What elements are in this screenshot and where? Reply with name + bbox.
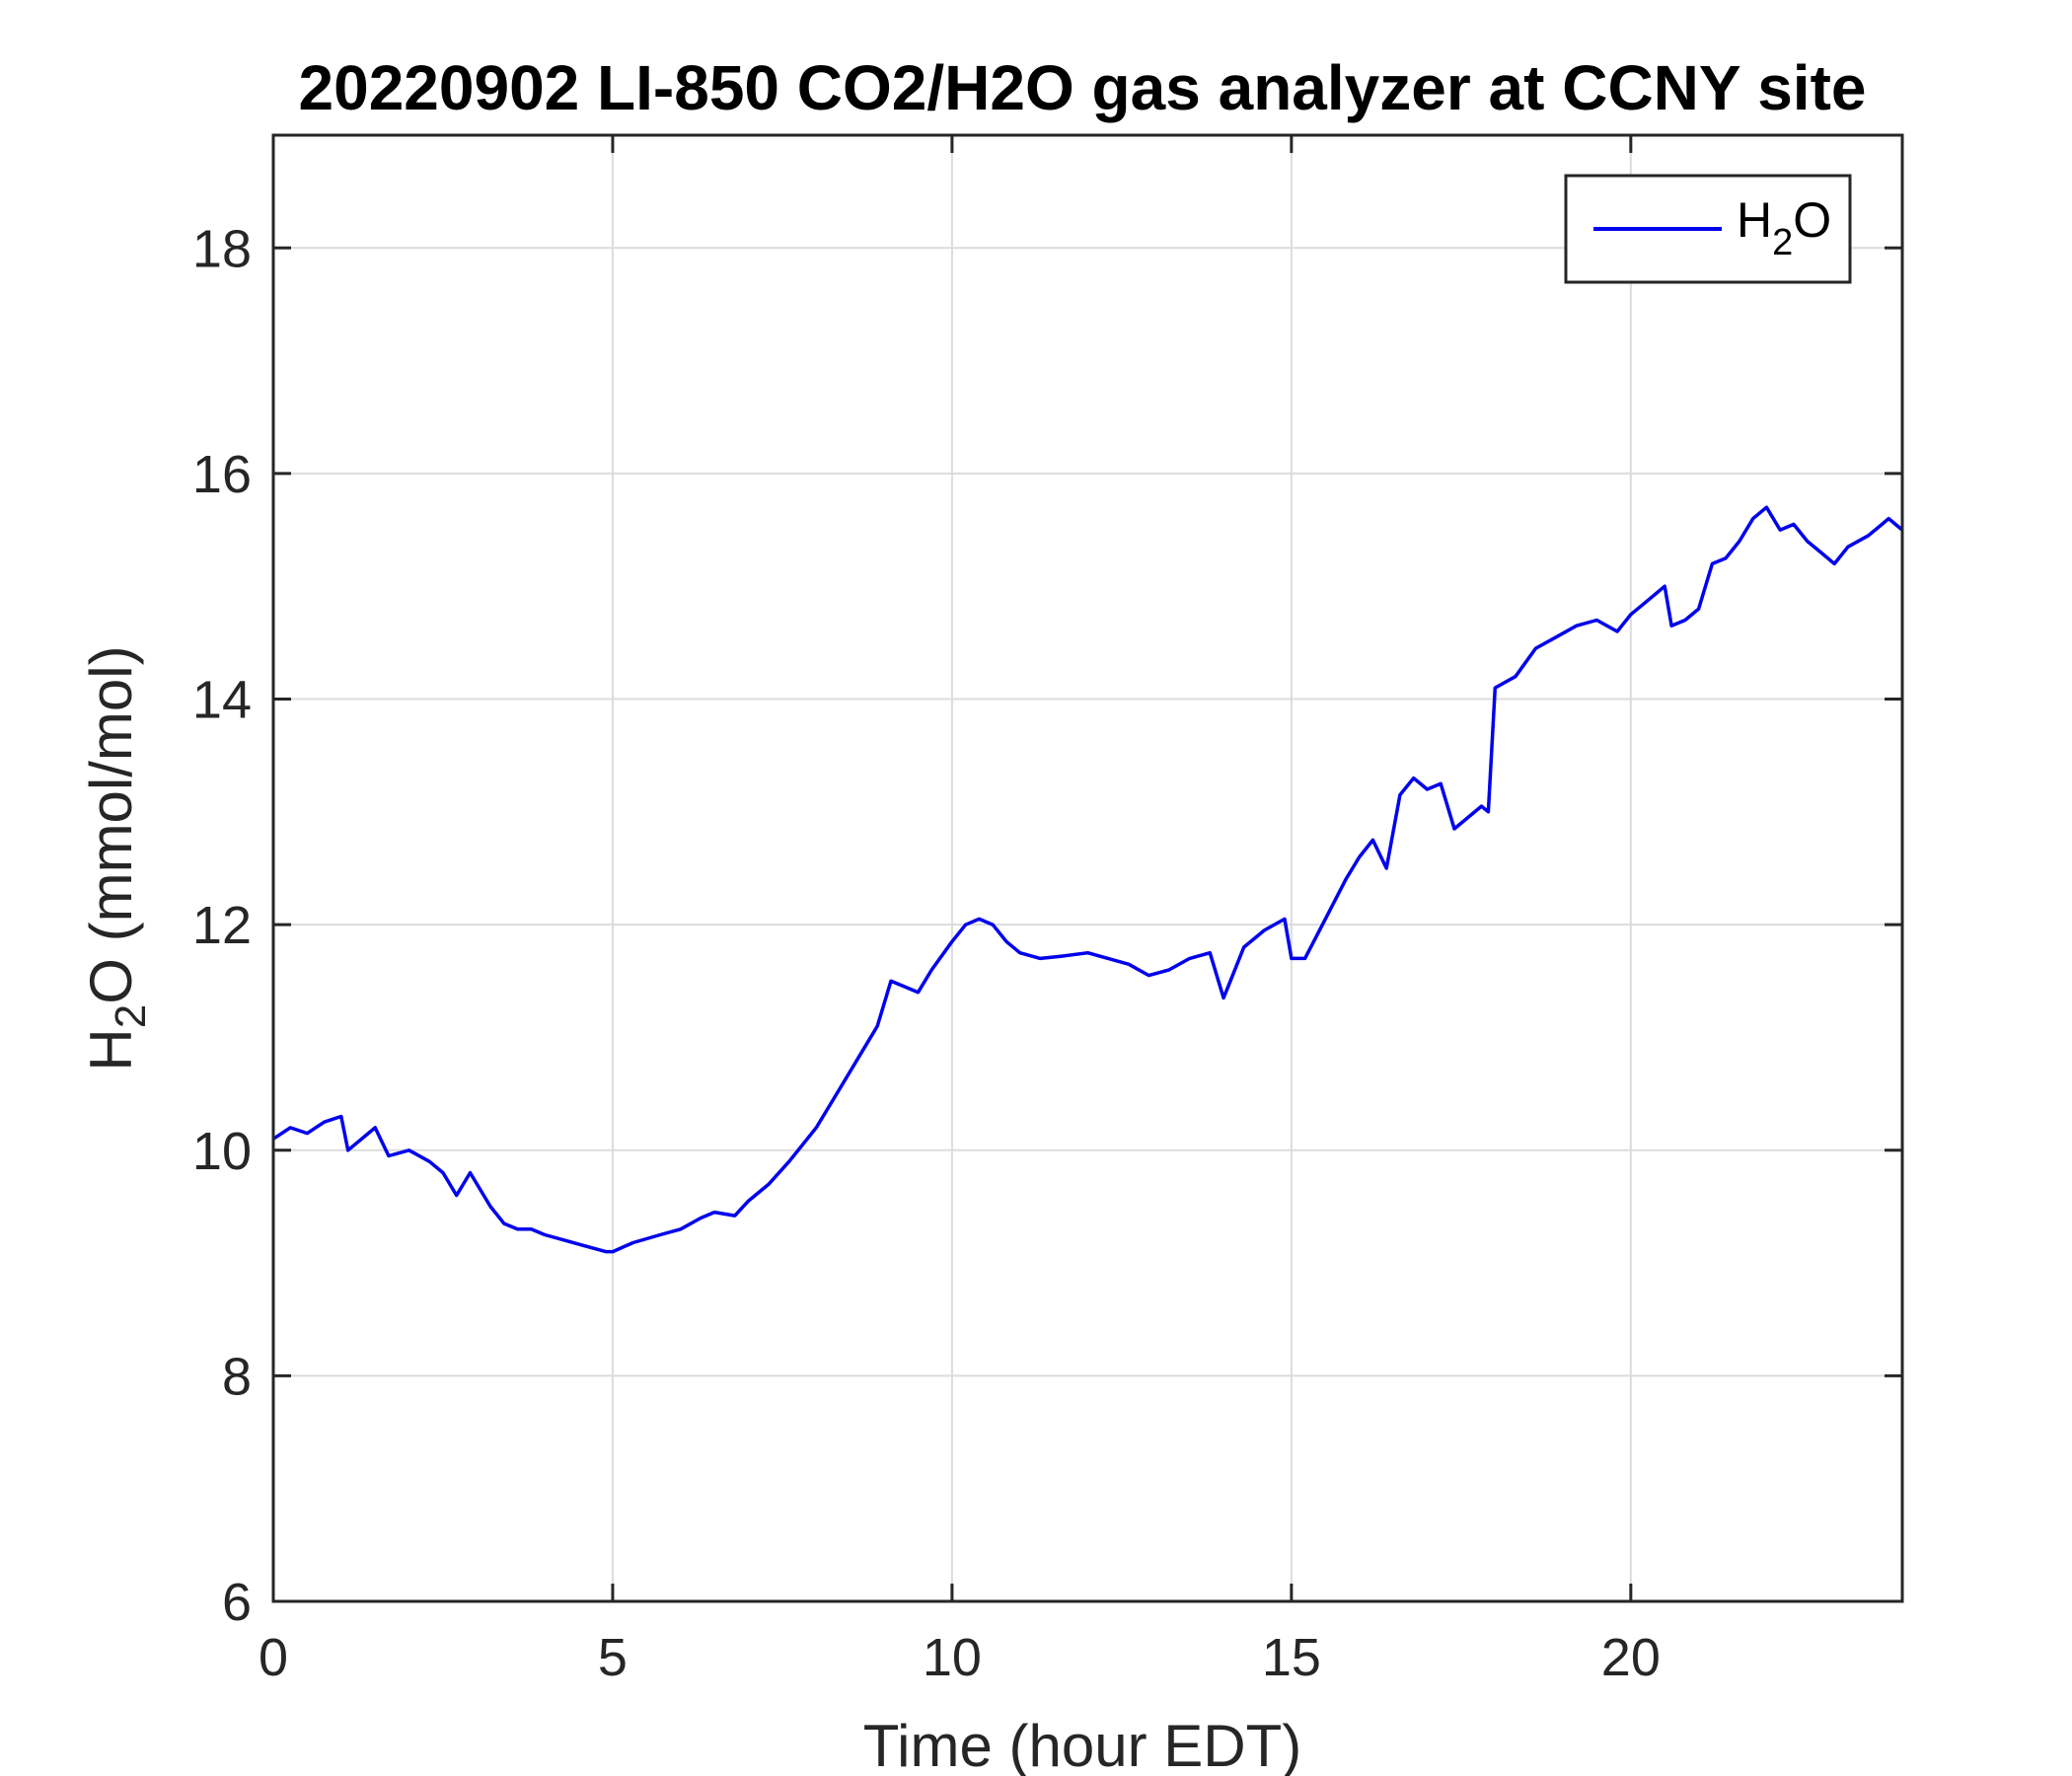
legend: H2O bbox=[1564, 174, 1852, 284]
chart-title: 20220902 LI-850 CO2/H2O gas analyzer at … bbox=[299, 52, 1867, 123]
x-axis-label: Time (hour EDT) bbox=[863, 1713, 1302, 1776]
grid bbox=[272, 135, 1902, 1602]
y-tick-label: 6 bbox=[222, 1573, 252, 1632]
x-tick-label: 5 bbox=[598, 1628, 628, 1687]
legend-label-subscript: 2 bbox=[1772, 222, 1793, 263]
x-tick-label: 0 bbox=[259, 1628, 288, 1687]
x-tick-labels: 0 5 10 15 20 bbox=[259, 1628, 1661, 1687]
x-tick-label: 15 bbox=[1262, 1628, 1321, 1687]
y-tick-label: 10 bbox=[192, 1122, 252, 1181]
y-tick-label: 8 bbox=[222, 1347, 252, 1406]
y-axis-label-rest: O (mmol/mol) bbox=[78, 645, 144, 1003]
plot-frame bbox=[271, 133, 1904, 1603]
legend-label-rest: O bbox=[1793, 192, 1831, 248]
y-tick-label: 12 bbox=[192, 896, 252, 955]
series-line-h2o bbox=[272, 505, 1904, 1254]
y-axis-label-subscript: 2 bbox=[107, 1004, 155, 1028]
plot-area bbox=[273, 135, 1902, 1601]
y-axis-label-main: H bbox=[78, 1028, 144, 1071]
x-tick-label: 10 bbox=[923, 1628, 982, 1687]
ticks bbox=[271, 135, 1902, 1603]
y-axis-label: H2O (mmol/mol) bbox=[78, 645, 155, 1071]
y-tick-label: 14 bbox=[192, 671, 252, 730]
y-tick-labels: 6 8 10 12 14 16 18 bbox=[192, 219, 252, 1632]
legend-label-h2o: H2O bbox=[1737, 192, 1831, 263]
x-tick-label: 20 bbox=[1601, 1628, 1661, 1687]
y-tick-label: 16 bbox=[192, 445, 252, 504]
y-tick-label: 18 bbox=[192, 219, 252, 278]
series-layer bbox=[272, 505, 1904, 1254]
legend-label-main: H bbox=[1737, 192, 1772, 248]
